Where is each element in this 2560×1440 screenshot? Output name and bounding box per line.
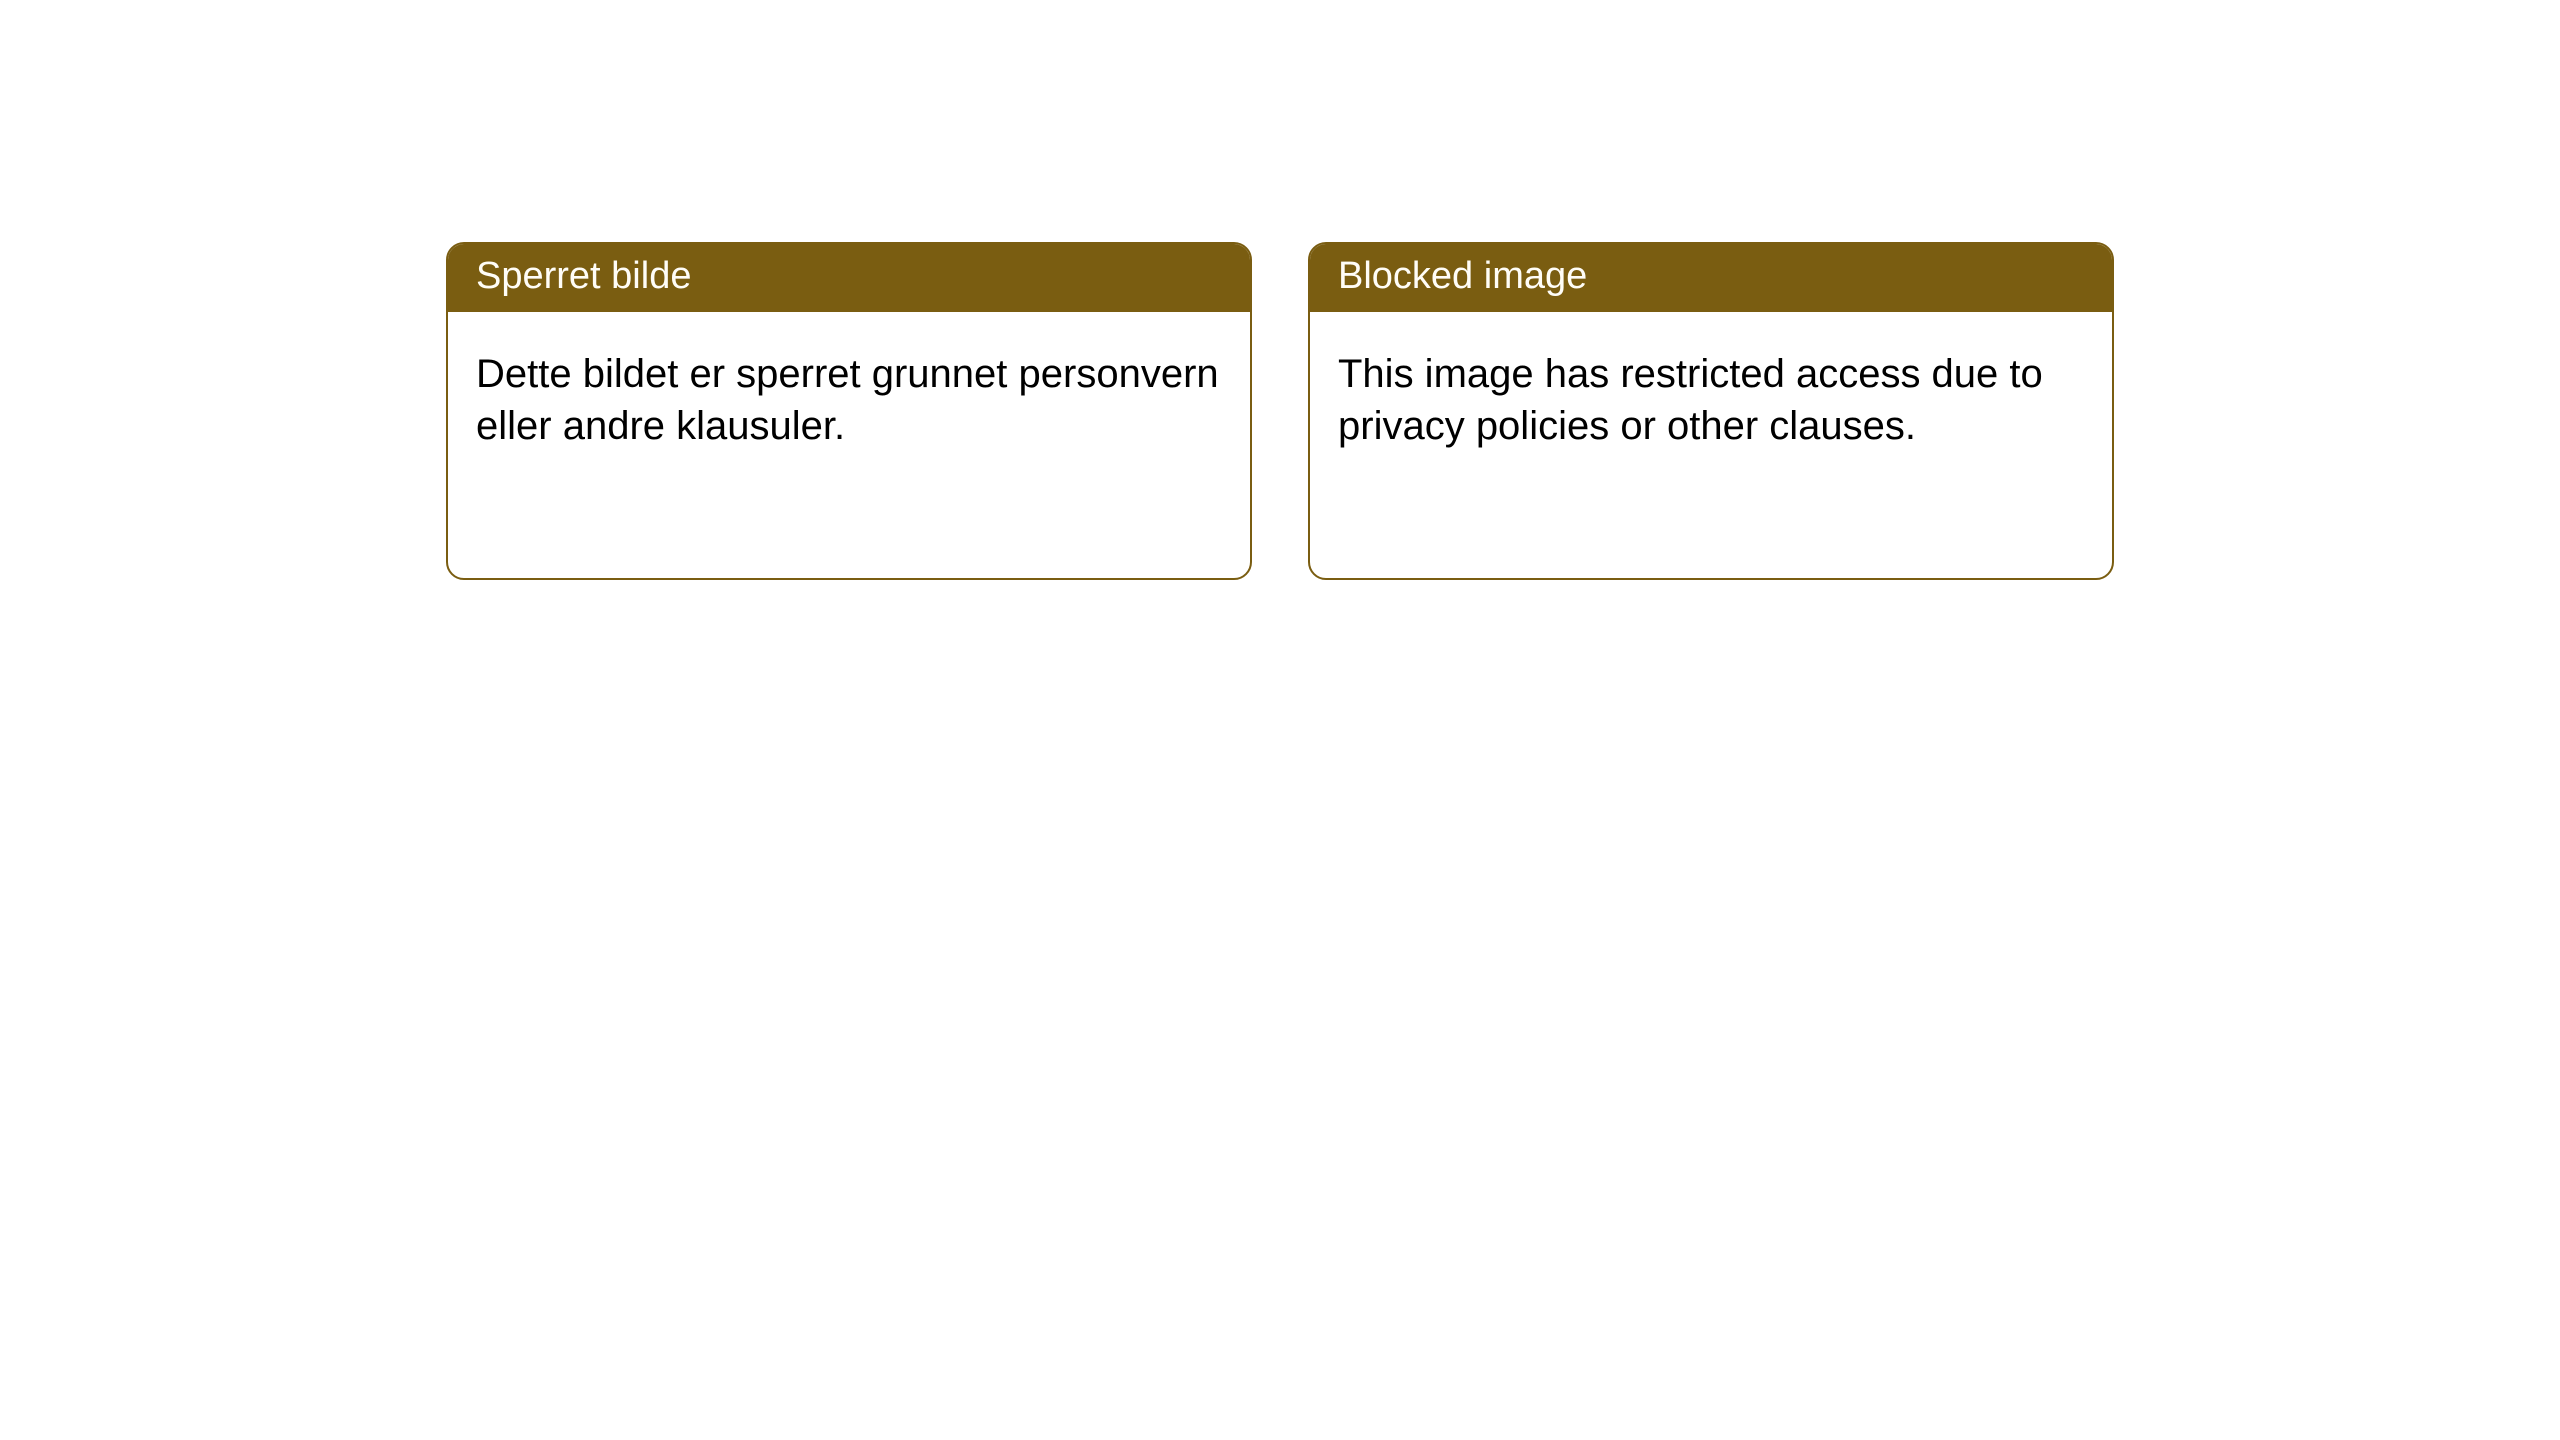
notice-body: Dette bildet er sperret grunnet personve… (448, 312, 1250, 480)
notice-container: Sperret bilde Dette bildet er sperret gr… (446, 242, 2114, 580)
notice-header: Blocked image (1310, 244, 2112, 312)
notice-card-norwegian: Sperret bilde Dette bildet er sperret gr… (446, 242, 1252, 580)
notice-header: Sperret bilde (448, 244, 1250, 312)
notice-body: This image has restricted access due to … (1310, 312, 2112, 480)
notice-card-english: Blocked image This image has restricted … (1308, 242, 2114, 580)
